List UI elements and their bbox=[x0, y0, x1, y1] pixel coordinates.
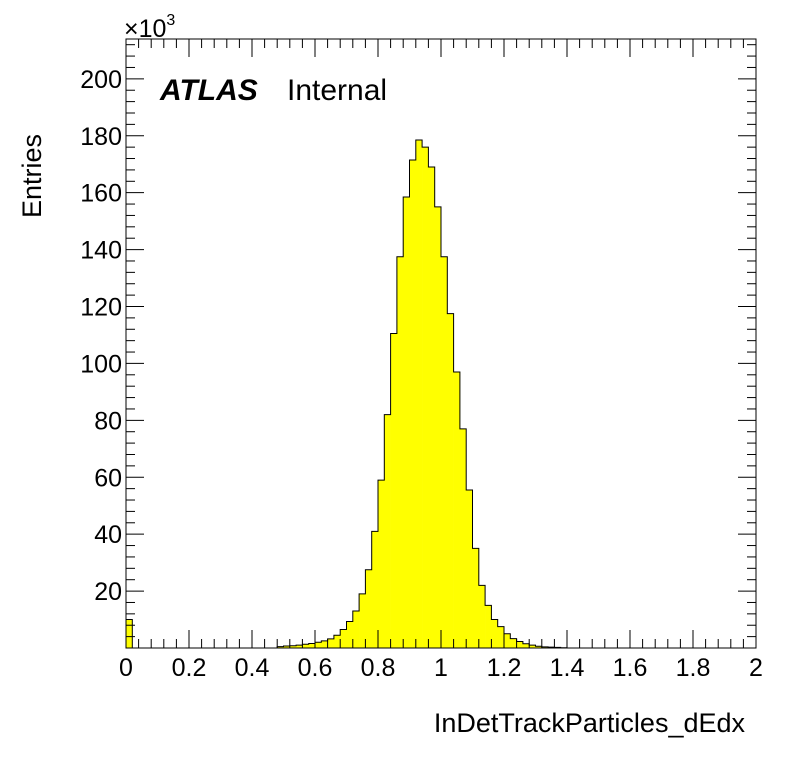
x-tick-label: 0.2 bbox=[172, 654, 207, 682]
histogram-bar bbox=[371, 531, 379, 648]
x-tick-label: 2 bbox=[749, 654, 763, 682]
x-axis-title: InDetTrackParticles_dEdx bbox=[434, 708, 746, 738]
histogram-bar bbox=[296, 645, 303, 648]
x-tick-label: 1.6 bbox=[613, 654, 648, 682]
experiment-label: ATLAS bbox=[159, 74, 258, 107]
histogram-bar bbox=[126, 619, 133, 648]
y-tick-label: 140 bbox=[80, 237, 122, 265]
x-tick-label: 0.6 bbox=[298, 654, 333, 682]
histogram-bars bbox=[126, 140, 568, 649]
y-tick-label: 80 bbox=[94, 407, 122, 435]
x-tick-label: 0 bbox=[119, 654, 133, 682]
histogram-bar bbox=[308, 643, 316, 648]
x-tick-label: 1.4 bbox=[550, 654, 585, 682]
histogram-bar bbox=[529, 645, 536, 648]
y-tick-label: 60 bbox=[94, 464, 122, 492]
histogram-bar bbox=[485, 605, 492, 648]
histogram-bar bbox=[277, 646, 284, 648]
histogram-bar bbox=[478, 585, 486, 648]
y-tick-label: 180 bbox=[80, 123, 122, 151]
histogram-bar bbox=[333, 635, 341, 648]
histogram-bar bbox=[283, 646, 291, 648]
histogram-bar bbox=[359, 593, 366, 648]
histogram-bar bbox=[453, 371, 461, 648]
histogram-bar bbox=[384, 414, 391, 648]
histogram-bar bbox=[340, 629, 347, 648]
histogram-bar bbox=[378, 480, 385, 648]
y-tick-label: 40 bbox=[94, 521, 122, 549]
histogram-bar bbox=[352, 611, 360, 648]
x-tick-label: 0.4 bbox=[235, 654, 270, 682]
x-tick-label: 1 bbox=[434, 654, 448, 682]
histogram-bar bbox=[428, 167, 435, 649]
histogram-bar bbox=[447, 313, 454, 648]
y-axis-title: Entries bbox=[17, 134, 47, 218]
histogram-bar bbox=[522, 643, 530, 648]
histogram-bar bbox=[315, 642, 322, 648]
x-tick-label: 1.8 bbox=[676, 654, 711, 682]
x-tick-labels: 0 0.2 0.4 0.6 0.8 1 1.2 1.4 1.6 1.8 2 bbox=[119, 654, 763, 682]
histogram-bar bbox=[321, 640, 328, 648]
histogram-bar bbox=[535, 646, 543, 648]
histogram-bar bbox=[365, 569, 372, 648]
y-tick-label: 200 bbox=[80, 66, 122, 94]
histogram-bar bbox=[497, 626, 505, 648]
histogram-bar bbox=[346, 621, 354, 648]
axis-ticks bbox=[125, 39, 757, 648]
histogram-bar bbox=[516, 641, 524, 648]
y-tick-labels: 20 40 60 80 100 120 140 160 180 200 bbox=[80, 66, 122, 606]
status-label: Internal bbox=[287, 74, 387, 107]
histogram-bar bbox=[289, 645, 297, 648]
y-tick-label: 20 bbox=[94, 578, 122, 606]
histogram-bar bbox=[459, 428, 467, 648]
histogram-bar bbox=[441, 256, 448, 648]
histogram-bar bbox=[510, 638, 517, 648]
y-tick-label: 120 bbox=[80, 294, 122, 322]
histogram-bar bbox=[302, 644, 309, 648]
histogram-bar bbox=[403, 196, 410, 648]
histogram-bar bbox=[466, 490, 473, 648]
histogram-bar bbox=[472, 548, 480, 648]
histogram-bar bbox=[541, 646, 549, 648]
histogram-bar bbox=[491, 619, 498, 648]
histogram-bar bbox=[390, 333, 398, 648]
y-multiplier-label: ×103 bbox=[124, 12, 175, 43]
y-tick-label: 160 bbox=[80, 180, 122, 208]
y-multiplier-exponent: 3 bbox=[166, 12, 175, 29]
plot-frame bbox=[125, 38, 757, 649]
histogram-bar bbox=[415, 140, 423, 648]
histogram-bar bbox=[504, 633, 511, 648]
x-tick-label: 1.2 bbox=[487, 654, 522, 682]
histogram-bar bbox=[327, 638, 335, 648]
histogram-bar bbox=[396, 256, 404, 648]
histogram-bar bbox=[434, 206, 442, 649]
y-tick-label: 100 bbox=[80, 350, 122, 378]
x-tick-label: 0.8 bbox=[361, 654, 396, 682]
histogram-bar bbox=[422, 147, 429, 648]
histogram-bar bbox=[409, 159, 417, 648]
